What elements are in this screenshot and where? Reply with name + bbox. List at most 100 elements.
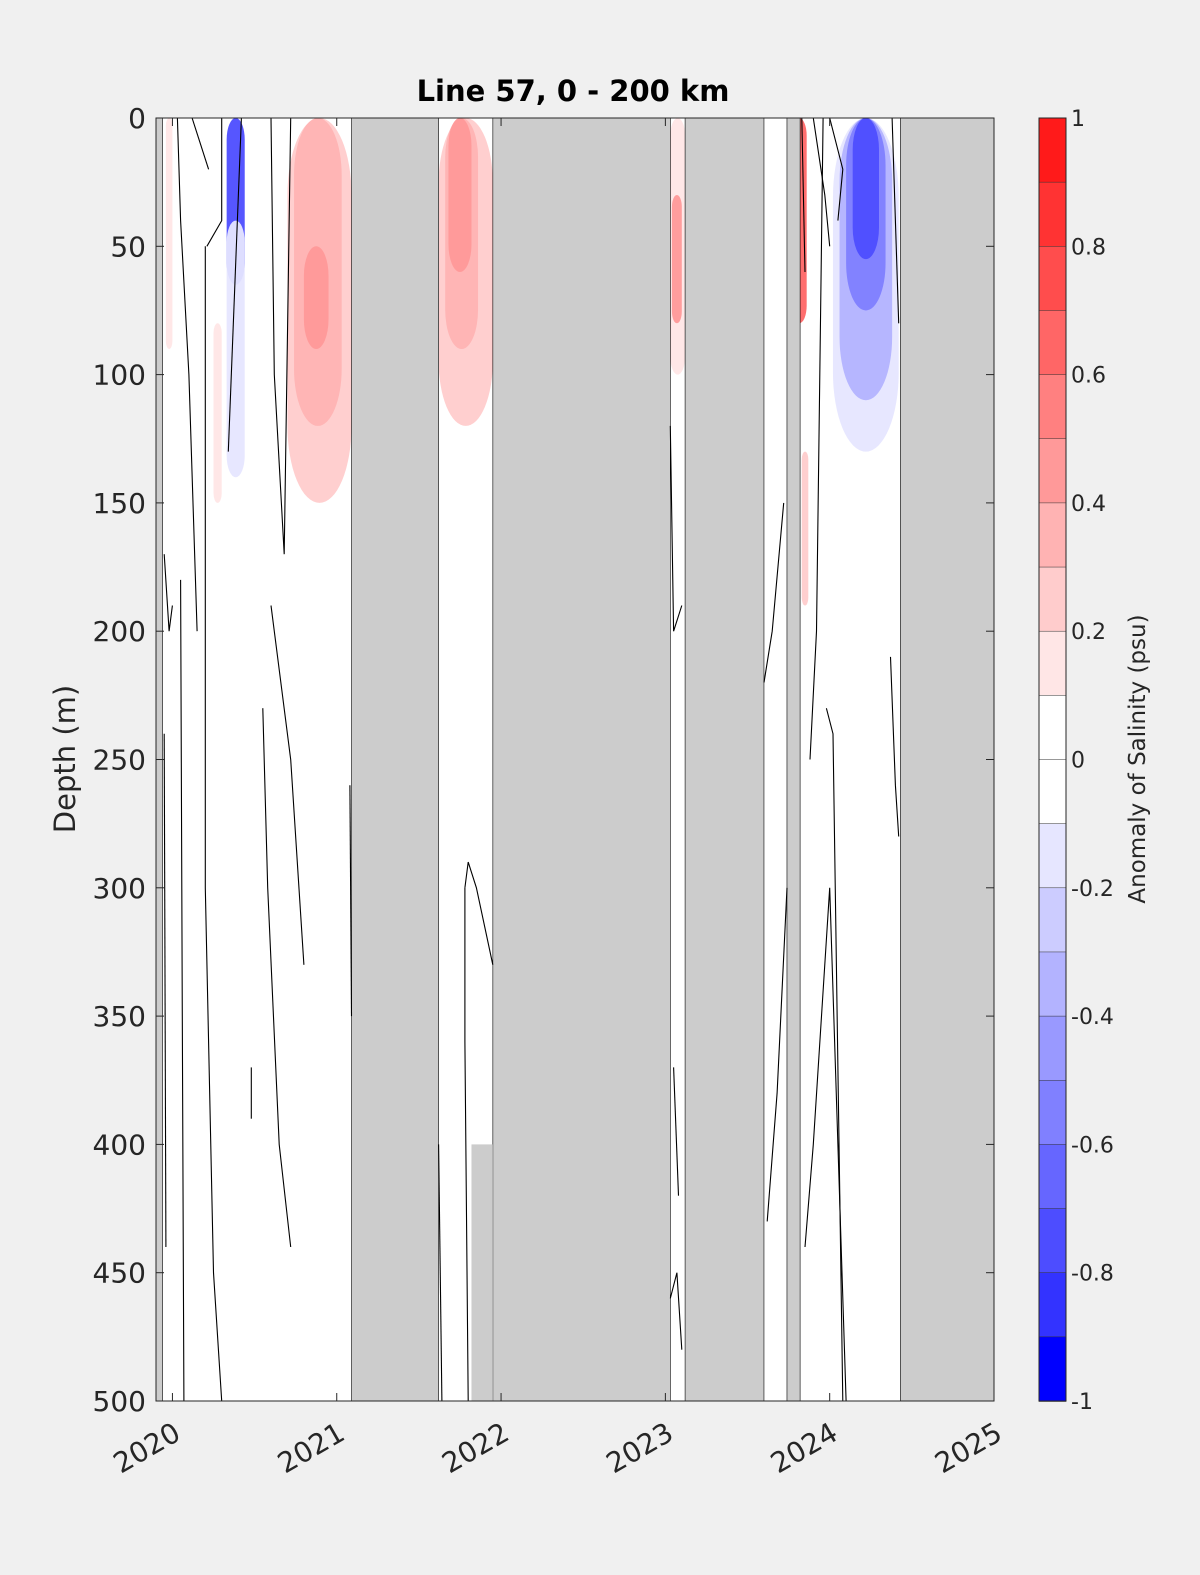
colorbar-level: [1038, 951, 1067, 1017]
anomaly-patch: [226, 220, 245, 478]
colorbar-tick-label: 1: [1071, 107, 1085, 132]
y-tick-label: 100: [93, 359, 146, 392]
zero-contour-line: [204, 246, 223, 1401]
zero-contour-line: [163, 733, 167, 1248]
colorbar-level: [1038, 117, 1067, 183]
zero-contour-line: [809, 118, 824, 760]
zero-contour-line: [804, 887, 847, 1401]
chart-title: Line 57, 0 - 200 km: [417, 74, 730, 108]
zero-contour-line: [262, 708, 292, 1248]
colorbar-level: [1038, 823, 1067, 889]
y-tick-label: 0: [128, 102, 146, 135]
plot-area: [155, 117, 995, 1402]
no-data-band: [900, 118, 994, 1401]
colorbar-tick-label: 0: [1071, 749, 1085, 774]
colorbar-tick-label: -0.2: [1071, 877, 1114, 902]
anomaly-patch: [303, 246, 329, 349]
zero-contour-line: [180, 579, 185, 1401]
colorbar-level: [1038, 1336, 1067, 1402]
colorbar-level: [1038, 1272, 1067, 1338]
anomaly-patch: [801, 451, 809, 606]
colorbar-tick-label: 0.6: [1071, 364, 1106, 389]
no-data-regions: [156, 118, 994, 1401]
colorbar-level: [1038, 374, 1067, 440]
anomaly-patch: [448, 118, 472, 272]
x-tick-label: 2024: [765, 1416, 843, 1480]
x-tick-label: 2021: [272, 1416, 350, 1480]
zero-contour-line: [464, 861, 494, 965]
colorbar-level: [1038, 502, 1067, 568]
x-tick-label: 2020: [108, 1416, 186, 1480]
anomaly-patch: [165, 118, 173, 349]
colorbar-level: [1038, 310, 1067, 376]
colorbar-level: [1038, 695, 1067, 761]
zero-contour-line: [163, 554, 173, 632]
y-tick-label: 200: [93, 615, 146, 648]
zero-contour-line: [763, 502, 785, 683]
zero-contour-line: [191, 118, 210, 170]
colorbar-level: [1038, 1144, 1067, 1210]
colorbar-level: [1038, 1208, 1067, 1274]
x-tick-label: 2023: [601, 1416, 679, 1480]
y-tick-label: 450: [93, 1257, 146, 1290]
x-tick-label: 2025: [929, 1416, 1007, 1480]
y-tick-label: 150: [93, 487, 146, 520]
colorbar-level: [1038, 566, 1067, 632]
zero-contour-line: [464, 887, 469, 1401]
y-tick-label: 250: [93, 744, 146, 777]
no-data-partial: [471, 1144, 493, 1401]
zero-contour-line: [227, 118, 242, 452]
colorbar-tick-label: -0.8: [1071, 1262, 1114, 1287]
colorbar-tick-label: 0.8: [1071, 235, 1106, 260]
zero-contour-line: [669, 1272, 683, 1350]
no-data-band: [684, 118, 765, 1401]
colorbar-tick-label: -0.4: [1071, 1005, 1114, 1030]
no-data-band: [786, 118, 801, 1401]
colorbar-level: [1038, 1080, 1067, 1146]
anomaly-patch: [671, 194, 682, 324]
colorbar-tick-label: 0.2: [1071, 620, 1106, 645]
y-axis: 0 50 100 150 200 250 300 350 400 450 500: [93, 102, 994, 1418]
zero-contour-line: [669, 425, 683, 632]
anomaly-patch: [187, 271, 193, 362]
zero-contour-line: [891, 118, 900, 324]
no-data-band: [492, 118, 671, 1401]
colorbar-level: [1038, 887, 1067, 953]
colorbar-label: Anomaly of Salinity (psu): [1125, 614, 1151, 903]
y-tick-label: 350: [93, 1000, 146, 1033]
colorbar-level: [1038, 759, 1067, 825]
colorbar-level: [1038, 181, 1067, 248]
zero-contour-line: [206, 118, 223, 247]
y-tick-label: 500: [93, 1385, 146, 1418]
anomaly-patch: [213, 323, 222, 503]
colorbar-tick-label: 0.4: [1071, 492, 1106, 517]
y-tick-label: 400: [93, 1128, 146, 1161]
zero-contour-line: [766, 887, 788, 1222]
y-axis-label: Depth (m): [48, 685, 82, 833]
colorbar-level: [1038, 246, 1067, 312]
colorbar-level: [1038, 630, 1067, 697]
no-data-band: [351, 118, 439, 1401]
colorbar-tick-label: -1: [1071, 1390, 1093, 1415]
colorbar: 1 0.8 0.6 0.4 0.2 0 -0.2 -0.4 -0.6 -0.8 -1: [1038, 107, 1114, 1415]
zero-contour-line: [176, 118, 198, 632]
zero-contour-line: [812, 118, 831, 247]
colorbar-tick-label: -0.6: [1071, 1133, 1114, 1158]
anomaly-patches: [165, 118, 899, 606]
colorbar-level: [1038, 438, 1067, 504]
zero-contour-line: [801, 118, 806, 273]
zero-contour-line: [829, 118, 844, 221]
y-tick-label: 300: [93, 872, 146, 905]
zero-contour-line: [438, 1144, 443, 1401]
zero-contour-line: [270, 605, 305, 965]
zero-contours: [163, 118, 900, 1401]
zero-contour-line: [270, 118, 292, 555]
anomaly-patch: [852, 118, 879, 260]
zero-contour-line: [825, 708, 844, 1401]
zero-contour-line: [349, 785, 353, 1017]
colorbar-frame: [1038, 117, 1067, 1402]
colorbar-level: [1038, 1015, 1067, 1081]
zero-contour-line: [673, 1067, 680, 1196]
y-tick-label: 50: [110, 230, 146, 263]
